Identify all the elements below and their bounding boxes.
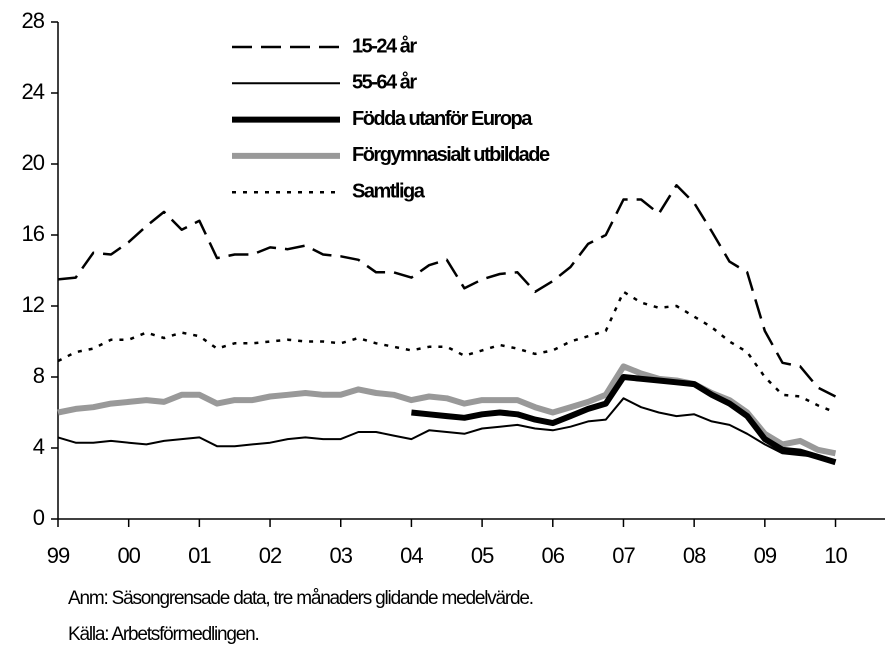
y-tick-label: 0 [33, 505, 45, 530]
y-tick-label: 16 [22, 221, 45, 246]
legend-label: Samtliga [352, 180, 426, 202]
y-tick-label: 12 [22, 292, 45, 317]
y-tick-label: 8 [33, 363, 45, 388]
x-tick-label: 04 [400, 543, 423, 568]
x-tick-label: 01 [188, 543, 211, 568]
legend-label: Förgymnasialt utbildade [352, 144, 550, 166]
y-tick-label: 24 [22, 79, 45, 104]
note: Källa: Arbetsförmedlingen. [68, 624, 259, 645]
x-tick-label: 99 [47, 543, 70, 568]
x-tick-label: 08 [683, 543, 706, 568]
x-tick-label: 10 [824, 543, 847, 568]
series-line [411, 374, 837, 466]
legend-label: 15-24 år [352, 34, 417, 57]
y-tick-label: 4 [33, 434, 45, 459]
x-tick-label: 07 [612, 543, 635, 568]
series-line [57, 290, 836, 414]
x-tick-label: 05 [471, 543, 494, 568]
series-line [57, 397, 836, 462]
y-tick-label: 20 [22, 150, 45, 175]
x-tick-label: 09 [754, 543, 777, 568]
legend-label: 55-64 år [352, 71, 417, 94]
x-tick-label: 00 [117, 543, 140, 568]
x-tick-label: 03 [329, 543, 352, 568]
series-line [57, 184, 837, 398]
y-tick-label: 28 [22, 8, 45, 33]
x-tick-label: 06 [542, 543, 565, 568]
note: Anm: Säsongrensade data, tre månaders gl… [68, 588, 533, 609]
x-tick-label: 02 [259, 543, 282, 568]
legend-label: Födda utanför Europa [352, 108, 533, 130]
